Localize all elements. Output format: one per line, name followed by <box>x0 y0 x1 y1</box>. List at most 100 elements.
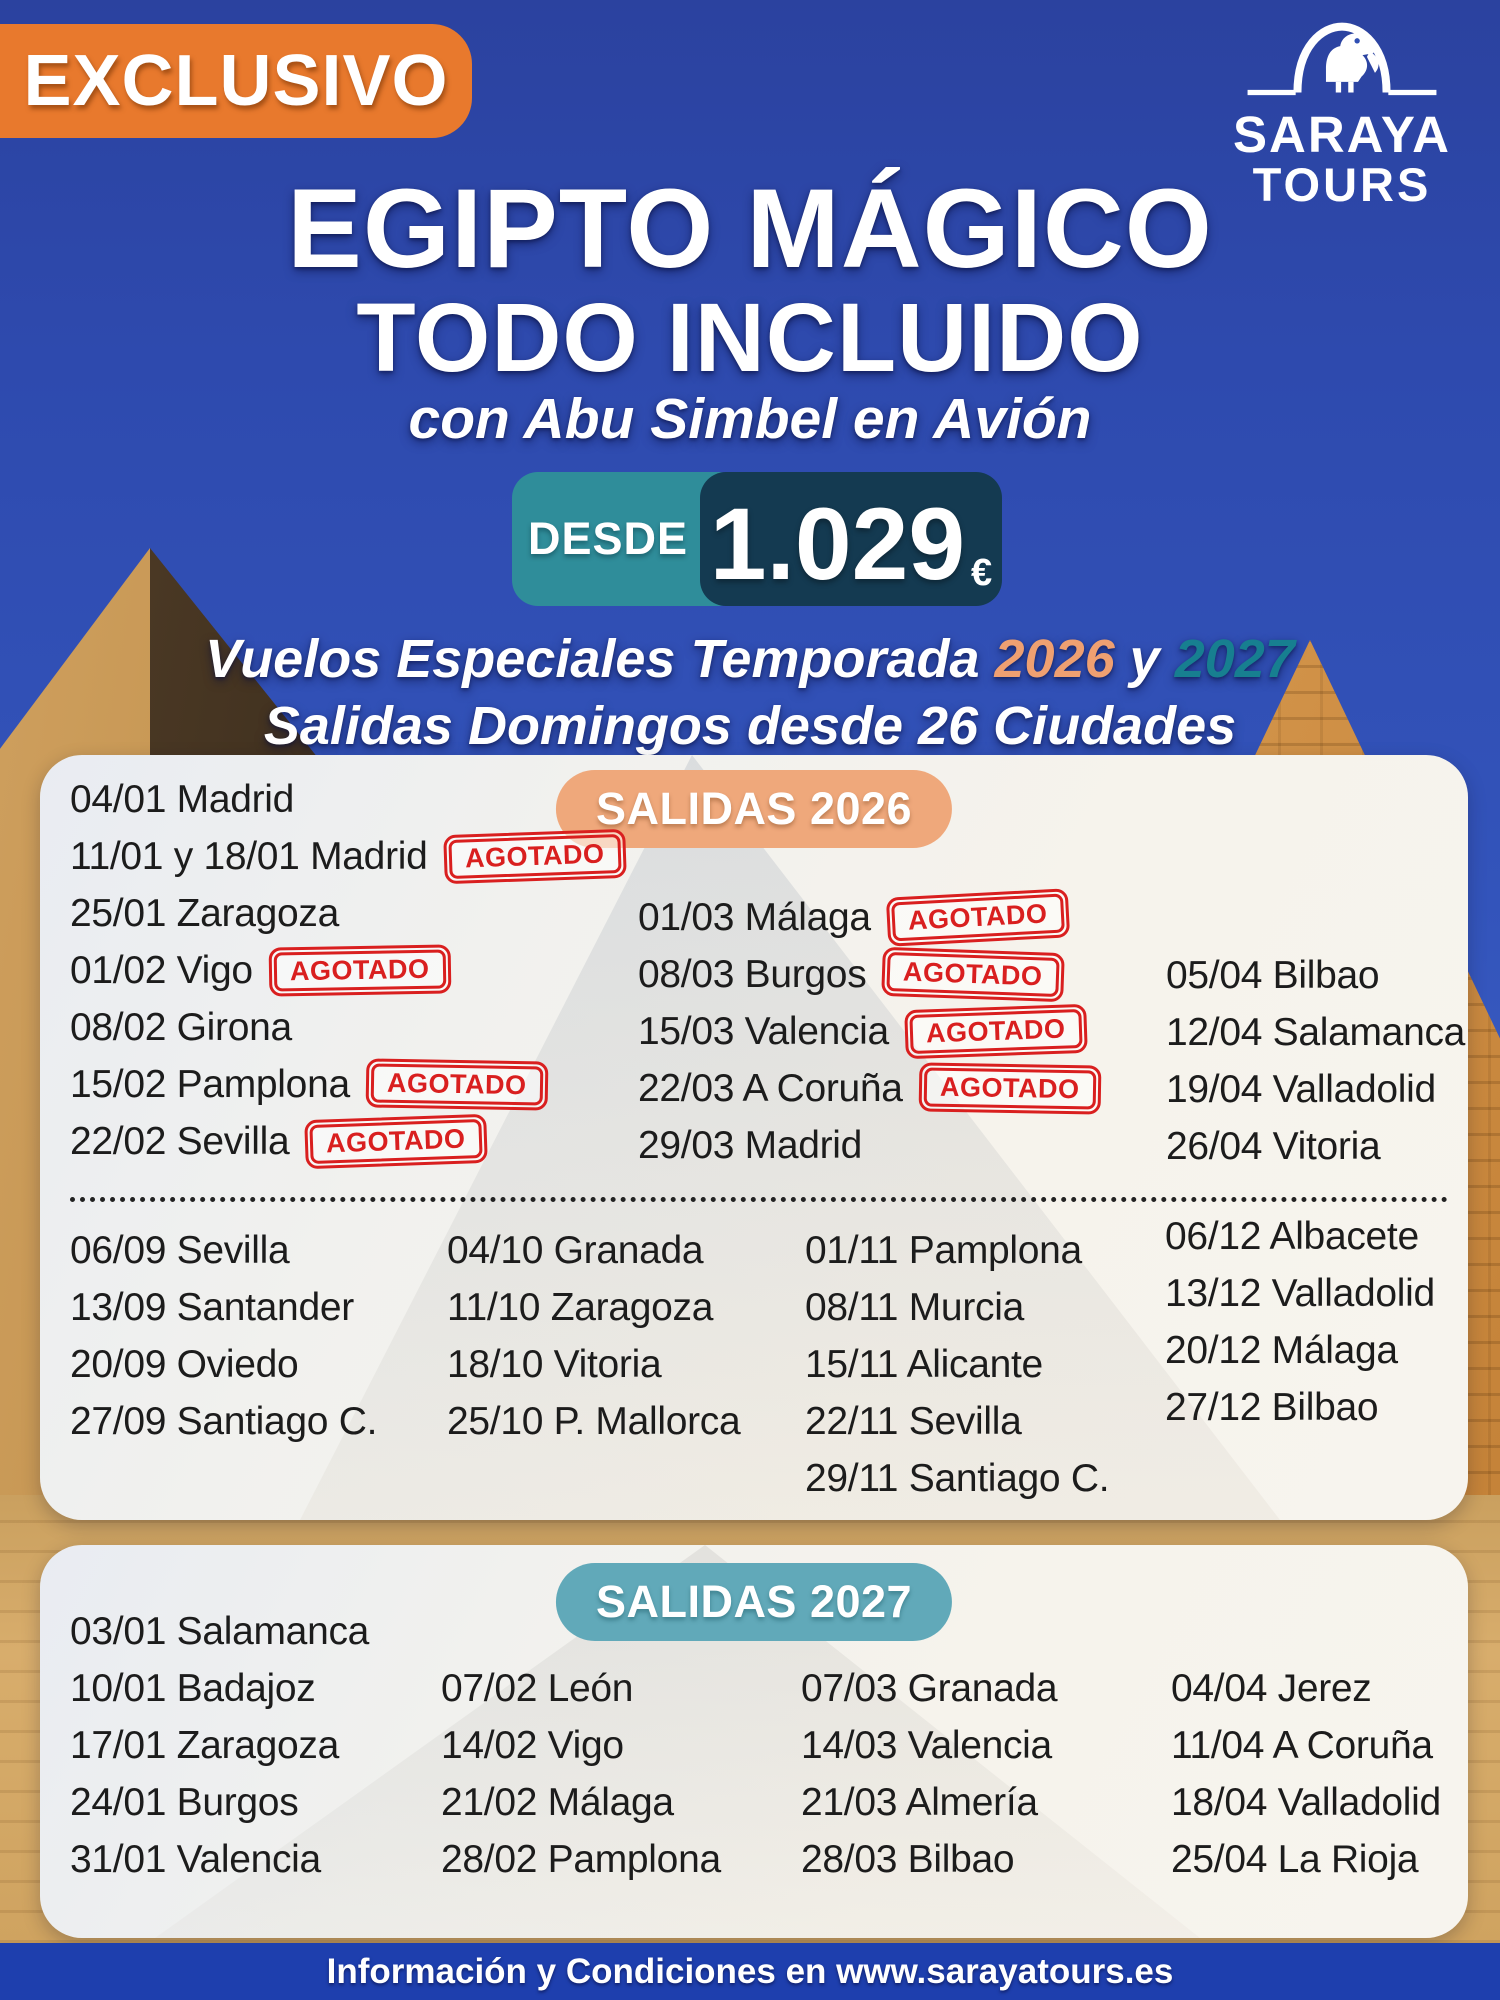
departure-text: 03/01 Salamanca <box>70 1609 370 1653</box>
salidas-2027-pill: SALIDAS 2027 <box>555 1563 953 1641</box>
departure-text: 13/09 Santander <box>70 1285 354 1329</box>
departure-item: 27/12 Bilbao <box>1165 1379 1435 1436</box>
departure-item: 15/03 Valencia AGOTADO <box>638 1003 1100 1060</box>
agotado-stamp: AGOTADO <box>304 1113 488 1170</box>
departure-text: 25/10 P. Mallorca <box>447 1399 741 1443</box>
agotado-stamp: AGOTADO <box>442 828 626 885</box>
departures-column: 07/03 Granada 14/03 Valencia 21/03 Almería… <box>801 1660 1058 1888</box>
departure-text: 01/02 Vigo <box>70 948 253 992</box>
departure-text: 25/04 La Rioja <box>1171 1837 1419 1881</box>
agotado-stamp-label: AGOTADO <box>273 949 446 992</box>
departure-text: 27/09 Santiago C. <box>70 1399 378 1443</box>
departure-item: 21/03 Almería <box>801 1774 1057 1831</box>
departures-column: 01/11 Pamplona 08/11 Murcia 15/11 Alicante… <box>805 1222 1110 1507</box>
departure-item: 06/09 Sevilla <box>70 1222 377 1279</box>
departure-text: 04/10 Granada <box>447 1228 704 1272</box>
agotado-stamp-label: AGOTADO <box>309 1119 483 1164</box>
tagline-year-2027: 2027 <box>1174 629 1295 689</box>
saraya-tours-logo: SARAYA TOURS <box>1232 18 1452 210</box>
departures-column: 06/09 Sevilla 13/09 Santander 20/09 Oviedo… <box>70 1222 377 1450</box>
departure-text: 01/11 Pamplona <box>805 1228 1082 1272</box>
price-amount-box: 1.029 € <box>700 472 1002 606</box>
departure-text: 31/01 Valencia <box>70 1837 321 1881</box>
departure-text: 11/04 A Coruña <box>1171 1723 1433 1767</box>
departure-item: 15/11 Alicante <box>805 1336 1109 1393</box>
departure-item: 06/12 Albacete <box>1165 1208 1435 1265</box>
departure-item: 28/02 Pamplona <box>441 1831 721 1888</box>
subtitle-all-inclusive: TODO INCLUIDO <box>356 283 1144 392</box>
departure-item: 14/02 Vigo <box>441 1717 721 1774</box>
departure-text: 25/01 Zaragoza <box>70 891 339 935</box>
departure-item: 11/04 A Coruña <box>1171 1717 1441 1774</box>
departure-item: 21/02 Málaga <box>441 1774 721 1831</box>
salidas-2026-pill: SALIDAS 2026 <box>555 770 953 848</box>
departures-column: 03/01 Salamanca 10/01 Badajoz 17/01 Zarago… <box>70 1603 369 1888</box>
departure-text: 06/12 Albacete <box>1165 1214 1419 1258</box>
tagline-departures: Salidas Domingos desde 26 Ciudades <box>263 696 1237 756</box>
departure-text: 05/04 Bilbao <box>1166 953 1380 997</box>
salidas-2027-card: SALIDAS 2027 03/01 Salamanca 10/01 Badajo… <box>40 1545 1468 1938</box>
departure-item: 14/03 Valencia <box>801 1717 1057 1774</box>
departure-text: 08/02 Girona <box>70 1005 292 1049</box>
horus-falcon-arch-icon <box>1247 22 1437 96</box>
departure-text: 26/04 Vitoria <box>1166 1124 1381 1168</box>
departure-item: 22/11 Sevilla <box>805 1393 1109 1450</box>
departure-item: 24/01 Burgos <box>70 1774 369 1831</box>
departure-item: 10/01 Badajoz <box>70 1660 369 1717</box>
agotado-stamp: AGOTADO <box>918 1062 1101 1115</box>
main-title: EGIPTO MÁGICO <box>287 166 1213 291</box>
departure-text: 29/11 Santiago C. <box>805 1456 1110 1500</box>
tagline-conjunction: y <box>1114 629 1175 689</box>
departures-column: 04/10 Granada 11/10 Zaragoza 18/10 Vitoria… <box>447 1222 741 1450</box>
footer-bar: Información y Condiciones en www.sarayat… <box>0 1943 1500 2000</box>
departure-item: 27/09 Santiago C. <box>70 1393 377 1450</box>
departure-text: 22/03 A Coruña <box>638 1066 903 1110</box>
departure-text: 28/03 Bilbao <box>801 1837 1015 1881</box>
departure-item: 22/03 A Coruña AGOTADO <box>638 1060 1101 1117</box>
departure-text: 20/12 Málaga <box>1165 1328 1398 1372</box>
subtitle-abu-simbel: con Abu Simbel en Avión <box>408 387 1092 451</box>
departure-text: 19/04 Valladolid <box>1166 1067 1436 1111</box>
price-from-label: DESDE <box>527 513 689 564</box>
departure-text: 27/12 Bilbao <box>1165 1385 1379 1429</box>
departure-item: 01/02 Vigo AGOTADO <box>70 942 625 999</box>
departure-item: 08/02 Girona <box>70 999 625 1056</box>
departure-item: 12/04 Salamanca <box>1166 1004 1465 1061</box>
departure-text: 21/02 Málaga <box>441 1780 674 1824</box>
departure-item: 08/03 Burgos AGOTADO <box>638 946 1100 1003</box>
departure-text: 21/03 Almería <box>801 1780 1038 1824</box>
departure-item: 29/03 Madrid <box>638 1117 1100 1174</box>
departure-text: 08/11 Murcia <box>805 1285 1024 1329</box>
departures-column: 07/02 León 14/02 Vigo 21/02 Málaga 28/02 Pa… <box>441 1660 721 1888</box>
departure-item: 13/12 Valladolid <box>1165 1265 1435 1322</box>
departure-item: 04/01 Madrid <box>70 771 625 828</box>
departure-item: 31/01 Valencia <box>70 1831 369 1888</box>
departure-item: 11/10 Zaragoza <box>447 1279 740 1336</box>
departure-item: 08/11 Murcia <box>805 1279 1109 1336</box>
agotado-stamp: AGOTADO <box>881 946 1065 1003</box>
departure-item: 04/10 Granada <box>447 1222 740 1279</box>
departure-item: 28/03 Bilbao <box>801 1831 1057 1888</box>
departures-column: 04/04 Jerez 11/04 A Coruña 18/04 Valladoli… <box>1171 1660 1441 1888</box>
departure-text: 11/10 Zaragoza <box>447 1285 714 1329</box>
departure-text: 28/02 Pamplona <box>441 1837 721 1881</box>
departure-text: 15/02 Pamplona <box>70 1062 350 1106</box>
departure-item: 25/04 La Rioja <box>1171 1831 1441 1888</box>
departure-text: 14/02 Vigo <box>441 1723 624 1767</box>
departure-item: 11/01 y 18/01 Madrid AGOTADO <box>70 828 626 885</box>
departure-text: 11/01 y 18/01 Madrid <box>70 834 428 878</box>
agotado-stamp-label: AGOTADO <box>923 1067 1096 1110</box>
departure-text: 14/03 Valencia <box>801 1723 1052 1767</box>
departure-text: 10/01 Badajoz <box>70 1666 316 1710</box>
departure-text: 22/11 Sevilla <box>805 1399 1022 1443</box>
departure-item: 26/04 Vitoria <box>1166 1118 1465 1175</box>
exclusivo-badge: EXCLUSIVO <box>0 24 472 138</box>
agotado-stamp-label: AGOTADO <box>890 893 1065 942</box>
departure-item: 20/09 Oviedo <box>70 1336 377 1393</box>
departure-text: 15/03 Valencia <box>638 1009 889 1053</box>
departure-item: 22/02 Sevilla AGOTADO <box>70 1113 625 1170</box>
departure-text: 04/04 Jerez <box>1171 1666 1372 1710</box>
departures-column: 04/01 Madrid 11/01 y 18/01 Madrid AGOTADO 2… <box>70 771 626 1170</box>
agotado-stamp: AGOTADO <box>885 888 1070 947</box>
